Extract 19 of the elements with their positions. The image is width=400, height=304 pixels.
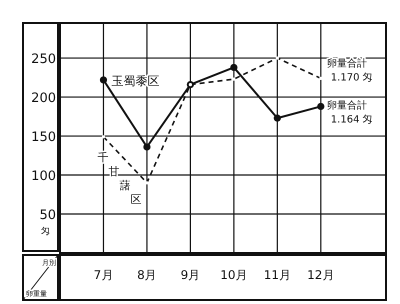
point xyxy=(230,64,238,72)
x-tick-label: 9月 xyxy=(180,268,200,282)
point xyxy=(100,76,108,84)
x-tick-label: 7月 xyxy=(94,268,114,282)
point xyxy=(143,143,151,151)
y-tick-label: 250 xyxy=(31,52,56,68)
x-tick-label: 8月 xyxy=(137,268,157,282)
x-tick-label: 12月 xyxy=(307,268,334,282)
y-tick-label: 100 xyxy=(31,169,56,184)
annotation: 卵量合計 1.170 匁 xyxy=(326,57,373,84)
x-tick-label: 10月 xyxy=(220,268,248,282)
point xyxy=(317,102,324,110)
annotation: 卵量合計 1.164 匁 xyxy=(326,99,373,126)
y-tick-label: 50 xyxy=(39,208,56,224)
y-tick-label: 200 xyxy=(31,91,56,106)
point xyxy=(274,114,281,122)
text: 匁 xyxy=(41,226,50,238)
x-tick-label: 11月 xyxy=(264,268,291,282)
y-tick-label: 150 xyxy=(31,130,56,146)
